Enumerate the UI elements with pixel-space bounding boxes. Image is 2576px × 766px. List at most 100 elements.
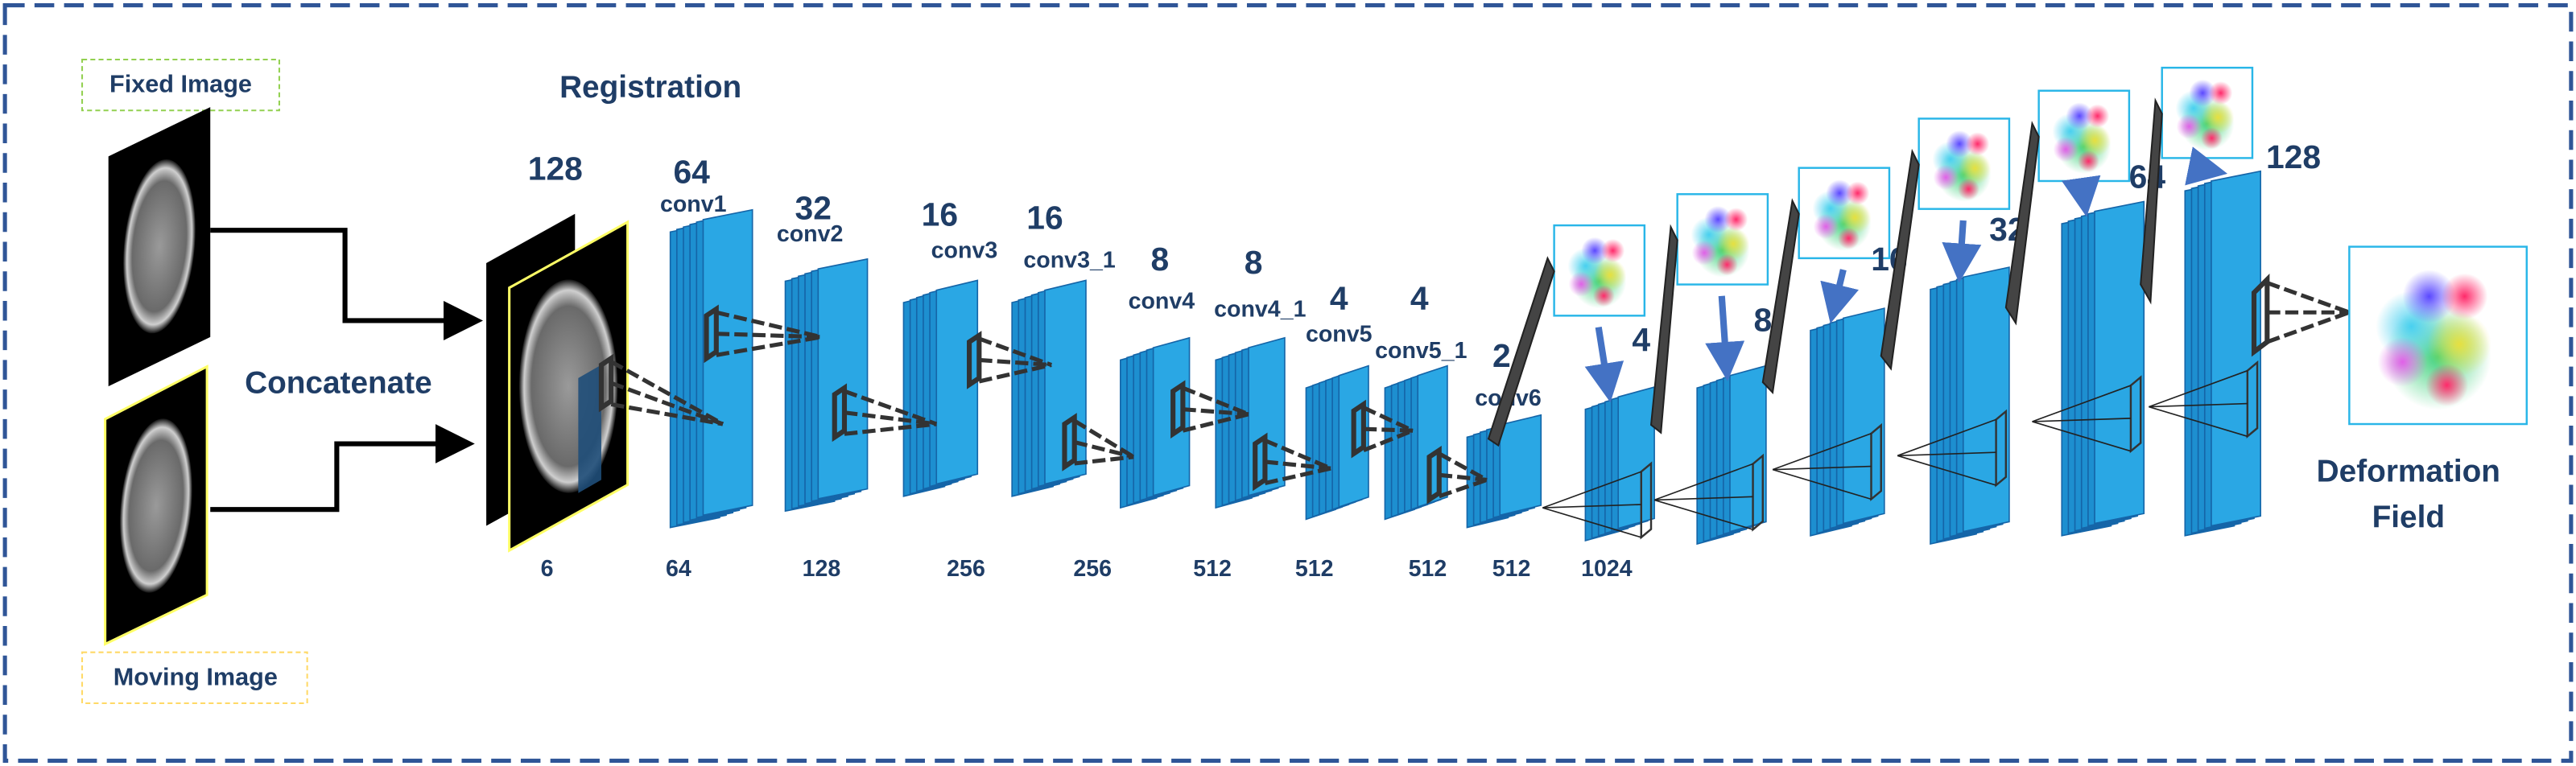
layer-stack <box>2061 200 2145 537</box>
size-label: 8 <box>1753 301 1772 338</box>
kernel <box>1062 413 1077 472</box>
title: Registration <box>559 70 741 105</box>
flow-blob <box>2066 102 2093 130</box>
flow-blob <box>2053 136 2079 163</box>
size-label: 2 <box>1492 337 1511 374</box>
channel-label: 256 <box>1073 556 1112 582</box>
flow-blob <box>1826 179 1854 207</box>
kernel <box>1752 453 1765 532</box>
kernel-line <box>844 422 937 436</box>
kernel-line <box>2266 310 2351 344</box>
skip-path <box>2140 97 2163 305</box>
frame <box>2 3 2574 763</box>
kernel-line <box>1897 451 1996 457</box>
kernel-line <box>978 363 1052 384</box>
channel-label: 128 <box>803 556 841 582</box>
flow-field <box>1798 167 1891 260</box>
layer-stack <box>902 279 979 497</box>
layer-name: conv3_1 <box>1023 248 1115 274</box>
flow-blob <box>1568 271 1594 297</box>
flow-blob <box>1839 201 1872 234</box>
up-arrow <box>1942 220 1982 283</box>
feature-map <box>817 257 869 500</box>
flow-blob <box>2402 270 2456 323</box>
kernel-line <box>1264 466 1331 485</box>
flow-blob <box>2377 337 2428 387</box>
size-label: 4 <box>1330 280 1348 317</box>
layer-stack <box>1466 414 1542 529</box>
kernel-line <box>609 360 724 426</box>
flow-field <box>1676 193 1769 286</box>
size-label: 128 <box>528 150 583 187</box>
layer-stack <box>1810 307 1885 537</box>
kernel-line <box>1897 455 1996 486</box>
feature-map <box>1729 364 1767 533</box>
kernel <box>1640 461 1653 540</box>
kernel <box>1995 409 2008 488</box>
kernel-line <box>610 402 724 426</box>
kernel-line <box>979 357 1052 368</box>
kernel-line <box>1362 428 1414 453</box>
flow-blob <box>1957 178 1979 200</box>
feature-map <box>1617 386 1655 529</box>
channel-label: 256 <box>947 556 985 582</box>
flow-blob <box>1581 237 1608 265</box>
label: Deformation <box>2317 454 2500 488</box>
layer-stack <box>2184 170 2261 537</box>
size-label: 64 <box>2129 159 2166 196</box>
layer-name: conv2 <box>777 221 844 247</box>
kernel-line <box>1265 459 1331 471</box>
layer-name: conv3 <box>931 237 998 263</box>
kernel-line <box>1772 468 1872 500</box>
feature-map <box>2094 200 2145 525</box>
kernel-line <box>844 389 938 426</box>
label: Concatenate <box>245 365 432 400</box>
kernel-line <box>1897 418 1996 457</box>
kernel <box>1351 399 1366 459</box>
layer-stack <box>1305 364 1369 521</box>
flow-blob <box>2176 113 2202 139</box>
kernel-line <box>978 336 1052 367</box>
flow-blob <box>2425 364 2469 406</box>
kernel <box>832 383 848 443</box>
flow-blob <box>2202 101 2235 134</box>
flow-blob <box>1959 151 1992 185</box>
kernel-line <box>1772 432 1872 471</box>
flow-blob <box>1592 285 1615 307</box>
flow-field <box>1553 224 1646 317</box>
skip-path <box>2004 121 2040 326</box>
layer-name: conv4_1 <box>1214 297 1306 323</box>
flow-blob <box>1715 253 1738 276</box>
feature-map <box>1417 364 1448 509</box>
layer-stack <box>1584 386 1655 542</box>
size-label: 4 <box>1410 280 1429 317</box>
channel-label: 512 <box>1295 556 1334 582</box>
flow-blob <box>1593 258 1627 292</box>
kernel-line <box>1653 499 1753 530</box>
kernel <box>578 364 601 493</box>
kernel <box>967 331 982 389</box>
skip-path <box>1649 224 1678 434</box>
kernel-line <box>2032 418 2131 422</box>
layer-name: conv5 <box>1306 321 1373 347</box>
kernel-line <box>2032 385 2132 422</box>
flow-field <box>1918 117 2011 210</box>
kernel-line <box>1074 439 1134 459</box>
channel-label: 512 <box>1193 556 1232 582</box>
kernel-line <box>2149 369 2248 408</box>
layer-name: conv4 <box>1129 289 1195 315</box>
flow-blob <box>2079 124 2112 157</box>
size-label: 8 <box>1245 244 1263 281</box>
layer-name: conv5_1 <box>1375 338 1467 364</box>
feature-map <box>1842 307 1885 525</box>
layer-stack <box>1696 364 1767 546</box>
kernel-line <box>1773 465 1872 471</box>
flow-blob <box>2077 150 2099 172</box>
up-arrow <box>2185 146 2228 186</box>
kernel-line <box>1362 406 1414 433</box>
flow-blob <box>1704 205 1732 233</box>
flow-blob <box>2086 104 2110 128</box>
channel-label: 6 <box>541 556 554 582</box>
feature-map <box>1499 414 1542 517</box>
arrow <box>210 424 475 513</box>
